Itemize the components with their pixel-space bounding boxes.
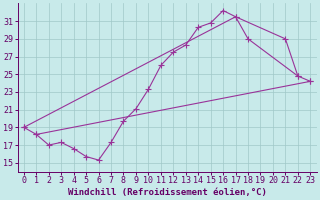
X-axis label: Windchill (Refroidissement éolien,°C): Windchill (Refroidissement éolien,°C) [68, 188, 267, 197]
